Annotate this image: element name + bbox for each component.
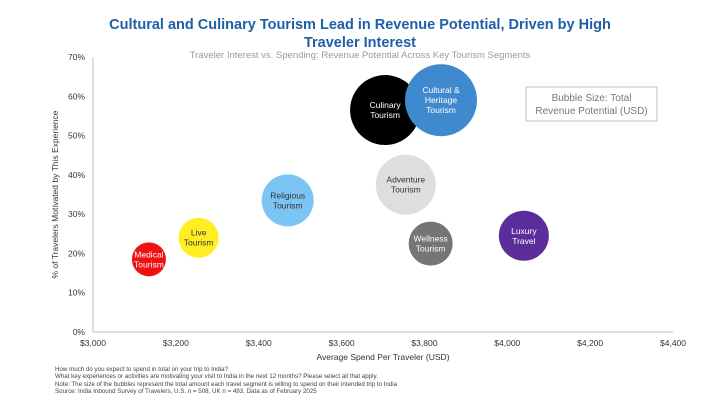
footnote-line-2: What key experiences or activities are m… — [55, 373, 378, 381]
x-tick-label: $3,400 — [246, 338, 272, 348]
bubble-label: Wellness — [413, 234, 447, 244]
bubble — [498, 210, 549, 261]
x-tick-label: $3,800 — [411, 338, 437, 348]
bubble-label: Luxury — [511, 226, 537, 236]
bubble — [131, 242, 166, 277]
y-tick-label: 20% — [68, 248, 85, 258]
bubble-label: Travel — [512, 236, 535, 246]
chart-subtitle: Traveler Interest vs. Spending: Revenue … — [189, 50, 531, 61]
bubble-label: Tourism — [273, 200, 303, 210]
bubble — [350, 75, 421, 146]
x-axis-label: Average Spend Per Traveler (USD) — [316, 352, 449, 362]
x-tick-label: $3,000 — [80, 338, 106, 348]
bubble-label: Medical — [134, 249, 163, 259]
y-tick-label: 70% — [68, 52, 85, 62]
x-tick-labels: $3,000 $3,200 $3,400 $3,600 $3,800 $4,000 $4,2… — [80, 338, 686, 348]
y-tick-label: 60% — [68, 91, 85, 101]
size-legend-line-1: Bubble Size: Total — [552, 93, 632, 104]
bubble — [405, 64, 477, 137]
bubble-label: Tourism — [370, 110, 400, 120]
bubble-label: Tourism — [184, 238, 214, 248]
bubble-label: Live — [191, 228, 207, 238]
bubble-label: Tourism — [391, 185, 421, 195]
bubble-label: Adventure — [386, 175, 425, 185]
x-tick-label: $4,400 — [660, 338, 686, 348]
bubble-label: Culinary — [369, 100, 401, 110]
bubble-label: Cultural & — [422, 85, 460, 95]
y-tick-label: 10% — [68, 288, 85, 298]
y-tick-label: 40% — [68, 170, 85, 180]
bubble-label: Tourism — [134, 259, 164, 269]
x-tick-label: $3,600 — [329, 338, 355, 348]
bubble — [178, 217, 219, 258]
bubble-label: Religious — [270, 190, 305, 200]
y-tick-label: 50% — [68, 131, 85, 141]
footnote-line-4: Source: India Inbound Survey of Traveler… — [55, 387, 317, 395]
y-axis-label: % of Travelers Motivated by This Experie… — [50, 110, 60, 278]
footnote-line-3: Note: The size of the bubbles represent … — [55, 380, 398, 388]
x-tick-label: $3,200 — [163, 338, 189, 348]
y-tick-label: 0% — [73, 327, 86, 337]
y-tick-label: 30% — [68, 209, 85, 219]
bubbles: MedicalTourismLiveTourismReligiousTouris… — [131, 64, 549, 277]
bubble-label: Tourism — [416, 244, 446, 254]
bubble — [408, 221, 453, 266]
size-legend-box — [525, 86, 658, 122]
bubble — [375, 154, 436, 215]
size-legend-line-2: Revenue Potential (USD) — [535, 106, 647, 117]
bubble — [261, 174, 314, 227]
y-tick-labels: 0% 10% 20% 30% 40% 50% 60% 70% — [68, 52, 85, 337]
chart-title: Cultural and Culinary Tourism Lead in Re… — [109, 17, 611, 51]
size-legend: Bubble Size: Total Revenue Potential (US… — [525, 86, 658, 122]
bubble-label: Heritage — [425, 95, 457, 105]
x-tick-label: $4,000 — [494, 338, 520, 348]
footnotes: How much do you expect to spend in total… — [55, 366, 397, 395]
footnote-line-1: How much do you expect to spend in total… — [55, 366, 229, 373]
bubble-label: Tourism — [426, 105, 456, 115]
x-tick-label: $4,200 — [577, 338, 603, 348]
